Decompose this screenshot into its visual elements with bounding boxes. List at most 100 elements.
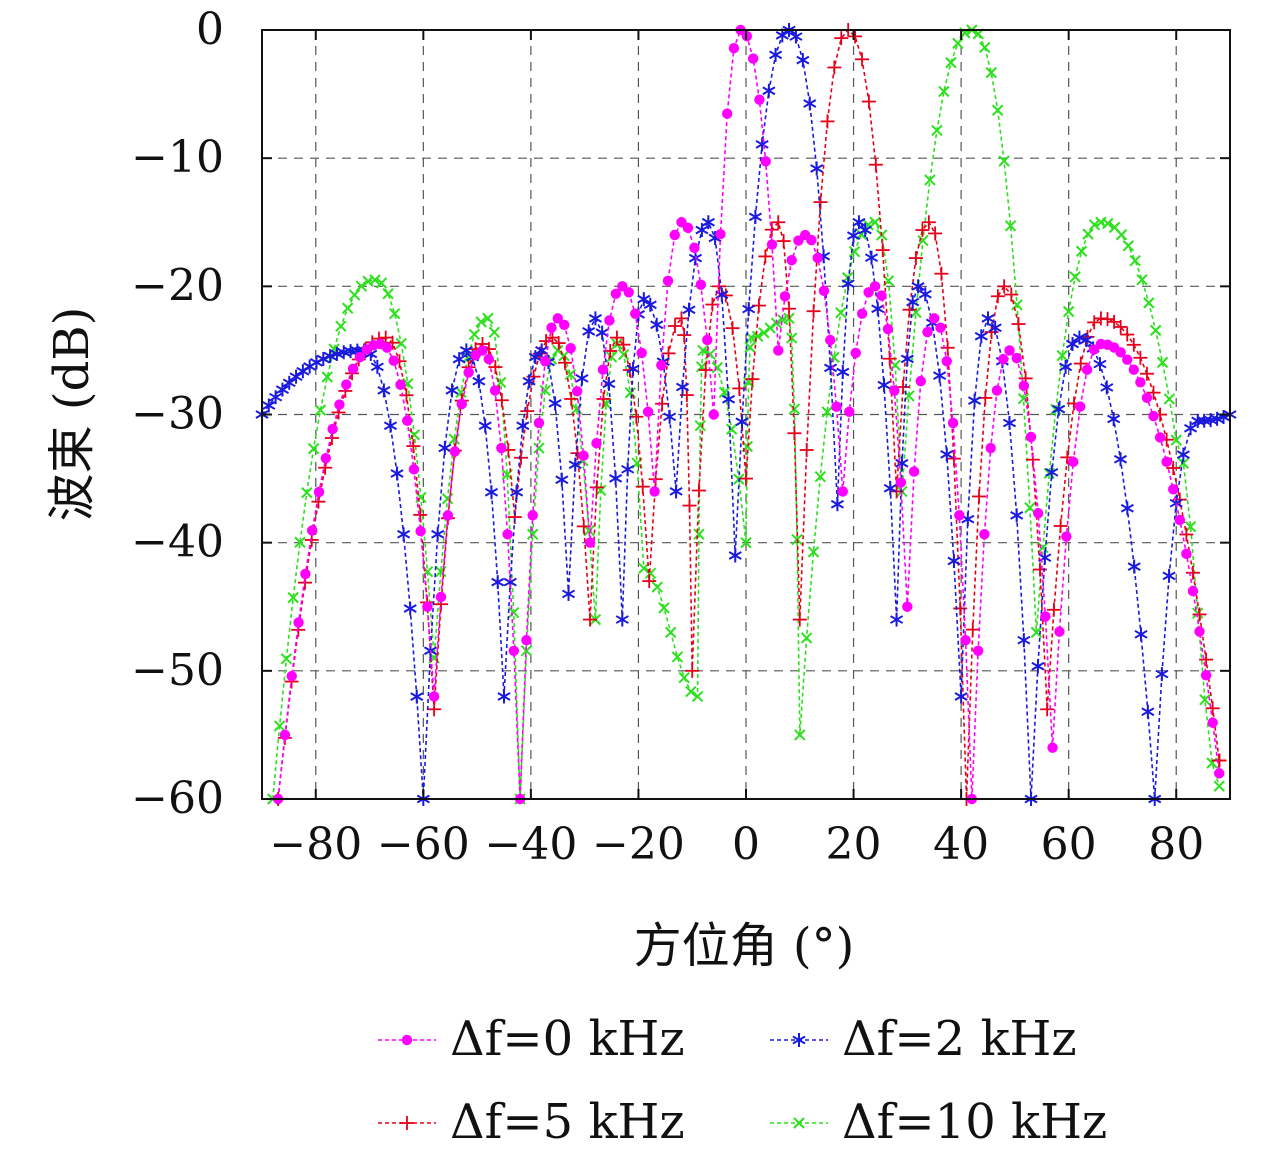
series-1-point-54 (615, 612, 629, 627)
series-0-point-135 (1161, 456, 1172, 468)
legend-item-2: Δf=5 kHz (378, 1094, 685, 1150)
series-2-point-82 (792, 612, 807, 627)
series-1-point-30 (459, 343, 473, 358)
series-3-point-57 (638, 562, 650, 575)
series-2-point-94 (875, 243, 890, 258)
series-2-point-86 (820, 114, 835, 129)
series-2-point-97 (896, 379, 911, 394)
series-3-point-4 (294, 536, 306, 548)
series-1-point-124 (1072, 330, 1086, 345)
series-1-point-77 (762, 83, 776, 98)
series-2-point-134 (1139, 366, 1154, 381)
series-0-point-118 (1047, 742, 1058, 753)
series-3-point-3 (287, 591, 299, 604)
series-1-point-100 (906, 295, 920, 310)
series-1 (255, 23, 1237, 806)
series-1-point-45 (555, 472, 569, 487)
y-tick-label-6: −60 (131, 773, 224, 824)
series-2-point-20 (406, 439, 421, 454)
series-0-point-107 (972, 645, 984, 656)
series-3-point-11 (341, 302, 354, 314)
series-0-point-10 (341, 379, 352, 390)
series-1-point-109 (967, 393, 982, 408)
series-1-point-56 (626, 361, 640, 376)
series-0-point-55 (636, 347, 647, 359)
series-0-point-115 (1025, 431, 1037, 443)
series-2-point-80 (782, 301, 797, 316)
x-axis-label: 方位角 (°) (634, 918, 855, 974)
series-0-point-129 (1122, 354, 1133, 365)
series-0-point-122 (1074, 401, 1086, 412)
series-2-point-83 (799, 443, 814, 458)
legend-sample-1 (770, 1033, 828, 1047)
series-1-point-72 (728, 548, 742, 563)
y-tick-label-3: −30 (131, 389, 224, 440)
series-0-point-136 (1168, 484, 1179, 495)
series-2-point-73 (739, 471, 753, 486)
series-1-point-134 (1141, 704, 1155, 719)
series-2-point-65 (685, 663, 700, 678)
series-3-point-61 (665, 626, 677, 639)
series-1-point-59 (643, 297, 657, 312)
series-1-point-121 (1052, 402, 1066, 417)
series-0-point-21 (415, 525, 426, 537)
series-0-point-9 (334, 399, 345, 410)
series-1-point-120 (1045, 465, 1059, 480)
series-2-point-115 (1011, 317, 1026, 332)
series-line-3 (272, 29, 1220, 800)
series-1-point-35 (491, 575, 505, 590)
legend: Δf=0 kHz Δf=2 kHz Δf=5 kHz Δf=10 kHz (378, 1011, 1107, 1150)
legend-sample-3 (770, 1117, 828, 1129)
y-axis-label: 波束 (dB) (44, 307, 100, 522)
series-1-point-20 (390, 466, 404, 481)
series-1-point-104 (933, 368, 947, 383)
series-2-point-119 (1040, 702, 1055, 717)
series-0-point-43 (559, 319, 570, 331)
series-0-point-3 (293, 617, 304, 628)
series-3-point-117 (985, 66, 997, 79)
series-2-point-121 (1053, 518, 1068, 533)
series-1-point-90 (846, 228, 861, 243)
series-3-point-52 (605, 351, 618, 363)
series-2-point-49 (596, 391, 611, 406)
series-3-point-8 (321, 371, 333, 383)
series-3-point-148 (1192, 607, 1204, 619)
series-0-point-93 (882, 323, 894, 335)
series-2-point-114 (1004, 287, 1019, 302)
series-2-point-33 (494, 393, 509, 408)
series-1-point-53 (609, 471, 623, 486)
tick-labels: −80 −60 −40 −20 0 20 40 60 80 0 −10 −20 −30 −40 −50 −60 (131, 4, 1230, 870)
series-2-point-132 (1126, 337, 1141, 352)
series-0-point-46 (578, 450, 589, 461)
series-3-point-120 (1004, 220, 1017, 232)
series-0-point-99 (922, 326, 933, 338)
series-2-point-37 (520, 404, 535, 419)
series-1-point-67 (695, 223, 709, 238)
series-0-point-64 (695, 279, 707, 290)
series-2-point-141 (1185, 565, 1200, 580)
series-0-point-49 (597, 364, 609, 375)
series-0-point-57 (649, 486, 660, 497)
series-0-point-100 (929, 313, 940, 324)
series-2-point-112 (990, 289, 1005, 304)
legend-item-1: Δf=2 kHz (770, 1011, 1077, 1067)
series-3-point-89 (794, 729, 806, 741)
series-0-point-37 (521, 634, 532, 646)
series-0-point-109 (985, 442, 996, 454)
series-3-point-109 (931, 124, 943, 137)
series-3-point-145 (1170, 434, 1182, 446)
series-3-point-111 (945, 56, 957, 69)
y-tick-label-0: 0 (196, 4, 224, 55)
series-1-point-75 (748, 209, 762, 224)
series-0-point-59 (662, 275, 674, 287)
series-3-point-107 (917, 234, 929, 247)
x-tick-label-0: −80 (269, 819, 362, 870)
series-3-point-62 (671, 651, 684, 663)
series-1-point-40 (522, 374, 536, 389)
series-3-point-108 (924, 174, 936, 186)
series-1-point-128 (1100, 380, 1114, 395)
series-0-point-104 (954, 510, 965, 521)
series-2-point-95 (882, 351, 897, 366)
series-1-point-83 (803, 96, 817, 111)
x-tick-label-5: 20 (826, 819, 882, 870)
